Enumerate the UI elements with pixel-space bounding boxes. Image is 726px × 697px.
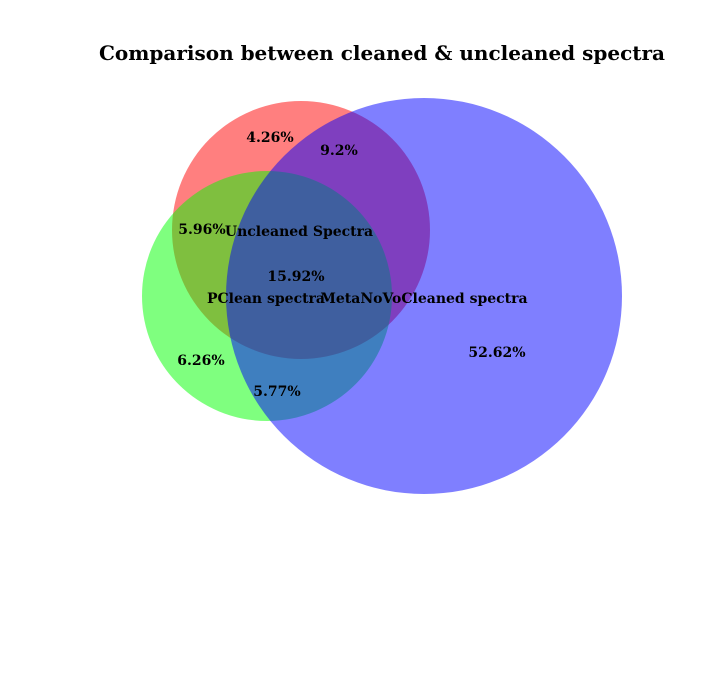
region-label-uncleaned-pclean: 5.96% xyxy=(178,222,225,238)
region-label-metanovo-only: 52.62% xyxy=(468,345,525,361)
region-label-all-three: 15.92% xyxy=(267,269,324,285)
set-label-uncleaned-spectra: Uncleaned Spectra xyxy=(225,224,373,240)
region-label-uncleaned-metanovo: 9.2% xyxy=(320,143,358,159)
set-label-pclean-spectra: PClean spectra xyxy=(207,291,325,307)
region-label-pclean-only: 6.26% xyxy=(177,353,224,369)
set-label-metanovo-cleaned-spectra: MetaNoVoCleaned spectra xyxy=(320,291,527,307)
region-label-uncleaned-only: 4.26% xyxy=(246,130,293,146)
region-label-pclean-metanovo: 5.77% xyxy=(253,384,300,400)
diagram-title: Comparison between cleaned & uncleaned s… xyxy=(99,41,665,65)
metanovo-cleaned-spectra-circle xyxy=(226,98,622,494)
